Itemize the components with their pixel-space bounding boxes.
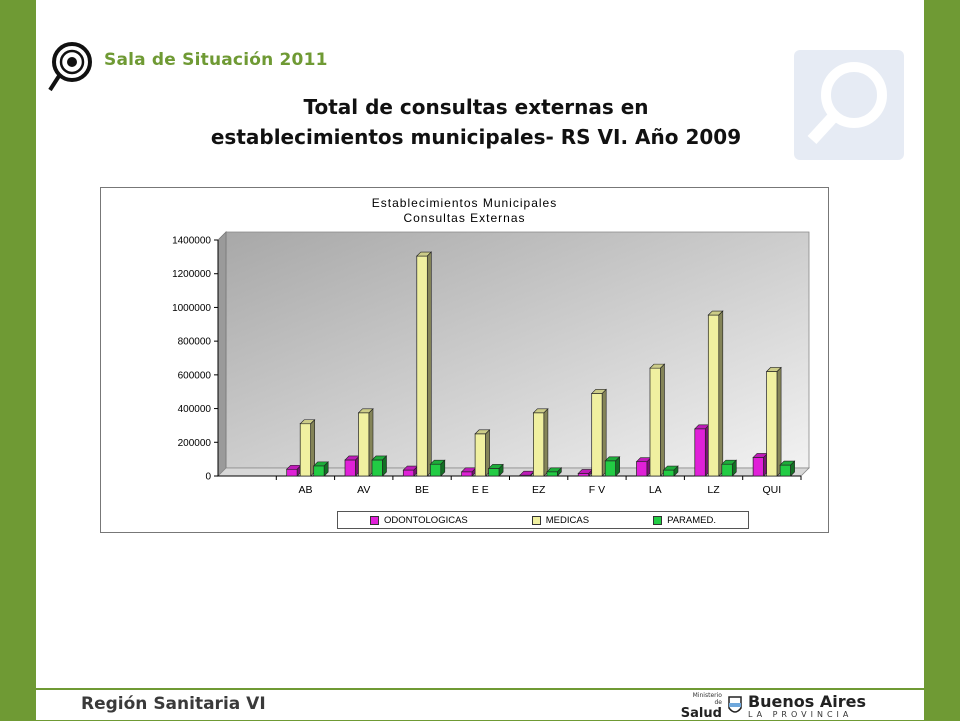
bar-odontologicas-av — [344, 459, 356, 477]
bar-odontologicas-ee — [461, 471, 473, 477]
legend-item-odontologicas: ODONTOLOGICAS — [370, 515, 468, 526]
bar-side-face — [382, 455, 387, 477]
bar-side-face — [776, 366, 782, 477]
x-tick-label: LZ — [707, 484, 720, 496]
bar-paramed-av — [371, 459, 383, 477]
bar-medicas-ee — [474, 433, 486, 477]
bar-paramed-lz — [721, 463, 733, 477]
header: Sala de Situación 2011 — [46, 40, 446, 100]
footer-divider — [36, 688, 924, 690]
y-tick-label: 600000 — [178, 370, 212, 381]
bar-medicas-ab — [299, 423, 312, 477]
legend-item-medicas: MEDICAS — [531, 514, 590, 526]
x-tick-label: F V — [589, 484, 605, 496]
bar-odontologicas-qui — [752, 457, 764, 477]
bar-side-face — [440, 459, 446, 477]
bar-side-face — [718, 310, 724, 477]
bar-medicas-qui — [766, 371, 778, 477]
legend-swatch — [370, 515, 379, 525]
bar-odontologicas-be — [402, 469, 415, 477]
ministry-line2: de — [714, 698, 722, 706]
y-tick-label: 200000 — [178, 438, 212, 449]
bar-paramed-be — [429, 463, 442, 477]
bar-paramed-ez — [546, 471, 558, 477]
bar-paramed-la — [663, 469, 675, 477]
chart-title-line2: Consultas Externas — [403, 211, 526, 225]
eye-magnifier-icon — [48, 42, 92, 92]
x-tick-label: BE — [415, 484, 429, 496]
bar-side-face — [323, 461, 329, 477]
chart-title: Establecimientos Municipales Consultas E… — [101, 196, 828, 226]
bar-medicas-av — [358, 412, 370, 477]
bar-side-face — [673, 465, 679, 477]
legend-item-paramed: PARAMED. — [653, 515, 716, 526]
y-tick-label: 800000 — [178, 337, 212, 348]
x-tick-label: E E — [472, 484, 489, 496]
y-tick-label: 0 — [205, 472, 211, 483]
province-title: Buenos Aires — [747, 692, 866, 711]
legend-swatch — [531, 515, 541, 525]
bar-side-face — [615, 456, 621, 477]
chart-title-line1: Establecimientos Municipales — [371, 196, 558, 210]
legend-label: PARAMED. — [667, 514, 716, 526]
bar-side-face — [557, 467, 562, 477]
bar-paramed-ab — [313, 465, 325, 477]
slide-title-line1: Total de consultas externas en — [303, 95, 649, 119]
x-tick-label: AV — [357, 484, 370, 496]
slide: Sala de Situación 2011 Total de consulta… — [36, 0, 924, 690]
province-subtitle: LA PROVINCIA — [747, 710, 853, 719]
x-tick-label: EZ — [532, 484, 546, 496]
footer: Región Sanitaria VI Ministerio de Salud … — [36, 690, 924, 721]
legend-label: MEDICAS — [545, 514, 590, 526]
bar-chart: 1400000 1200000 1000000 800000 600000 400000 2… — [172, 231, 810, 496]
ministry-logo: Ministerio de Salud Buenos Aires LA PROV… — [681, 692, 866, 721]
brand-title: Sala de Situación 2011 — [104, 50, 328, 70]
y-tick-label: 1200000 — [172, 269, 211, 280]
bar-odontologicas-lz — [694, 428, 706, 477]
bar-medicas-ez — [533, 412, 545, 477]
bar-side-face — [426, 251, 432, 477]
bar-side-face — [543, 408, 549, 477]
chart-container: Establecimientos Municipales Consultas E… — [100, 187, 829, 533]
bar-side-face — [731, 459, 737, 477]
bar-side-face — [790, 460, 795, 477]
y-tick-label: 400000 — [178, 404, 212, 415]
ministry-block: Ministerio de Salud — [681, 692, 722, 721]
ministry-name: Salud — [680, 705, 722, 721]
search-watermark-icon — [794, 50, 904, 160]
x-tick-label: LA — [649, 484, 662, 496]
footer-region: Región Sanitaria VI — [81, 694, 266, 714]
bar-medicas-la — [649, 367, 661, 477]
ministry-line1: Ministerio — [692, 691, 722, 699]
bar-odontologicas-ab — [286, 468, 298, 477]
slide-title-line2: establecimientos municipales- RS VI. Año… — [210, 125, 742, 149]
legend-label: ODONTOLOGICAS — [384, 514, 468, 526]
bar-medicas-be — [416, 255, 428, 477]
slide-title: Total de consultas externas en estableci… — [106, 92, 846, 152]
bar-side-face — [660, 363, 665, 477]
legend-swatch — [653, 515, 663, 525]
plot-side-wall — [217, 231, 227, 477]
province-shield-icon — [728, 696, 742, 713]
bar-paramed-fv — [604, 460, 617, 477]
x-tick-label: QUI — [763, 484, 782, 496]
x-tick-label: AB — [298, 484, 312, 496]
bar-medicas-fv — [591, 393, 603, 477]
y-tick-label: 1000000 — [172, 303, 211, 314]
bar-paramed-qui — [779, 464, 791, 477]
bar-paramed-ee — [488, 468, 500, 477]
chart-legend: ODONTOLOGICAS MEDICAS PARAMED. — [337, 511, 749, 529]
bar-side-face — [498, 463, 504, 477]
bar-medicas-lz — [707, 314, 720, 477]
y-tick-label: 1400000 — [172, 236, 211, 247]
bar-odontologicas-la — [636, 461, 648, 477]
bar-odontologicas-fv — [577, 473, 590, 477]
province-block: Buenos Aires LA PROVINCIA — [748, 693, 866, 719]
